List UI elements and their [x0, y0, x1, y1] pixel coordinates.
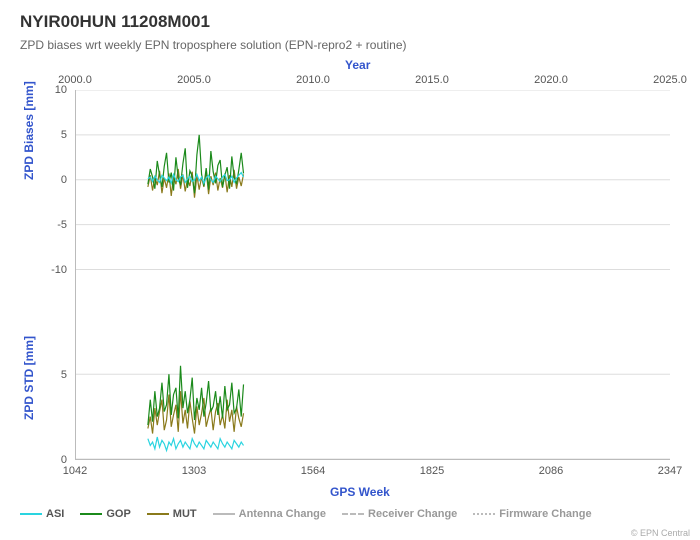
y-tick: -10 [37, 264, 67, 276]
top-tick: 2025.0 [653, 74, 687, 86]
x-tick: 1303 [182, 465, 206, 477]
y-tick: 5 [37, 129, 67, 141]
legend-item-extra: Firmware Change [473, 508, 591, 520]
x-tick: 1042 [63, 465, 87, 477]
y-tick: -5 [37, 219, 67, 231]
x-tick: 2347 [658, 465, 682, 477]
y-axis-label-1: ZPD Biases [mm] [22, 81, 36, 180]
chart-title: NYIR00HUN 11208M001 [20, 12, 210, 32]
y-axis-label-2: ZPD STD [mm] [22, 336, 36, 420]
legend-item-asi: ASI [20, 508, 64, 520]
y-tick: 10 [37, 84, 67, 96]
plot-area [75, 90, 670, 460]
legend-item-mut: MUT [147, 508, 197, 520]
x-tick: 2086 [539, 465, 563, 477]
legend-item-gop: GOP [80, 508, 130, 520]
x-axis-label: GPS Week [330, 485, 390, 499]
legend-item-extra: Receiver Change [342, 508, 457, 520]
y-tick: 5 [37, 369, 67, 381]
top-axis-label: Year [345, 58, 370, 72]
top-tick: 2015.0 [415, 74, 449, 86]
x-tick: 1825 [420, 465, 444, 477]
top-tick: 2005.0 [177, 74, 211, 86]
y-tick: 0 [37, 174, 67, 186]
top-tick: 2010.0 [296, 74, 330, 86]
top-tick: 2020.0 [534, 74, 568, 86]
top-axis: 2000.02005.02010.02015.02020.02025.0 [75, 74, 675, 88]
chart-subtitle: ZPD biases wrt weekly EPN troposphere so… [20, 38, 407, 52]
x-tick: 1564 [301, 465, 325, 477]
data-svg [76, 90, 670, 459]
credit: © EPN Central [631, 528, 690, 538]
legend: ASI GOP MUT Antenna Change Receiver Change Fi… [20, 505, 680, 523]
legend-item-extra: Antenna Change [213, 508, 326, 520]
